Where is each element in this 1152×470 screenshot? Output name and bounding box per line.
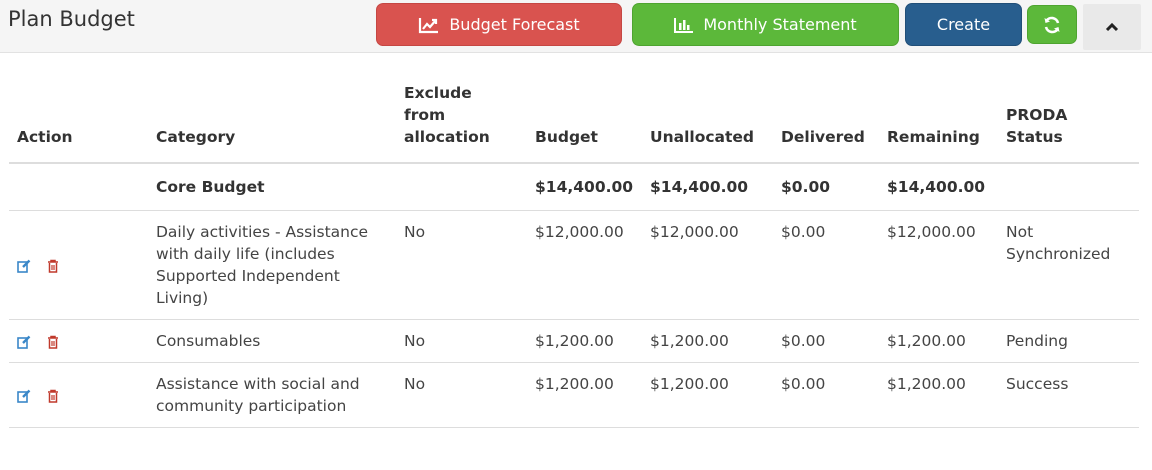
refresh-icon (1044, 16, 1060, 33)
row-unallocated: $1,200.00 (642, 362, 773, 428)
column-header-remaining: Remaining (879, 82, 998, 164)
table-row: Daily activities - Assistance with daily… (9, 210, 1139, 320)
column-header-unallocated: Unallocated (642, 82, 773, 164)
column-header-delivered: Delivered (773, 82, 879, 164)
collapse-button[interactable] (1083, 4, 1141, 50)
row-category: Assistance with social and community par… (148, 362, 396, 428)
page-title: Plan Budget (8, 7, 135, 31)
trash-icon[interactable] (47, 335, 59, 349)
core-budget: $14,400.00 (527, 163, 642, 211)
budget-forecast-label: Budget Forecast (449, 15, 580, 34)
row-budget: $1,200.00 (527, 319, 642, 363)
row-remaining: $1,200.00 (879, 362, 998, 428)
create-button[interactable]: Create (905, 3, 1022, 46)
column-header-proda-line: Status (1006, 128, 1063, 146)
row-delivered: $0.00 (773, 319, 879, 363)
row-status: Success (998, 362, 1139, 428)
monthly-statement-button[interactable]: Monthly Statement (632, 3, 899, 46)
bar-chart-icon (674, 17, 694, 33)
table-row-core-budget: Core Budget $14,400.00 $14,400.00 $0.00 … (9, 163, 1139, 211)
row-category-text: Consumables (156, 332, 261, 350)
row-budget: $1,200.00 (527, 362, 642, 428)
row-category: Daily activities - Assistance with daily… (148, 210, 396, 320)
column-header-exclude: Exclude from allocation (396, 82, 527, 164)
row-category-text: Assistance with social and community par… (156, 375, 360, 415)
row-exclude: No (396, 362, 527, 428)
column-header-proda-status: PRODA Status (998, 82, 1139, 164)
table-header-row: Action Category Exclude from allocation … (9, 82, 1139, 164)
monthly-statement-label: Monthly Statement (703, 15, 857, 34)
edit-icon[interactable] (17, 259, 31, 273)
column-header-exclude-line: from (404, 106, 446, 124)
core-status-cell (998, 163, 1139, 211)
row-remaining: $12,000.00 (879, 210, 998, 320)
trash-icon[interactable] (47, 259, 59, 273)
row-budget: $12,000.00 (527, 210, 642, 320)
refresh-button[interactable] (1027, 5, 1077, 44)
trash-icon[interactable] (47, 389, 59, 403)
chart-line-icon (419, 17, 439, 33)
column-header-budget: Budget (527, 82, 642, 164)
edit-icon[interactable] (17, 335, 31, 349)
chevron-up-icon (1105, 22, 1119, 32)
row-exclude: No (396, 319, 527, 363)
column-header-exclude-line: Exclude (404, 84, 472, 102)
table-row: Consumables No $1,200.00 $1,200.00 $0.00… (9, 319, 1139, 363)
core-remaining: $14,400.00 (879, 163, 998, 211)
edit-icon[interactable] (17, 389, 31, 403)
row-delivered: $0.00 (773, 210, 879, 320)
table-row: Assistance with social and community par… (9, 362, 1139, 428)
row-status: Not Synchronized (998, 210, 1139, 320)
budget-forecast-button[interactable]: Budget Forecast (376, 3, 622, 46)
row-category: Consumables (148, 319, 396, 363)
budget-table: Action Category Exclude from allocation … (9, 82, 1139, 428)
page-header: Plan Budget Budget Forecast Monthly Stat… (0, 0, 1152, 53)
row-actions (9, 319, 148, 363)
create-label: Create (936, 15, 991, 34)
column-header-action: Action (9, 82, 148, 164)
row-remaining: $1,200.00 (879, 319, 998, 363)
row-actions (9, 362, 148, 428)
column-header-category: Category (148, 82, 396, 164)
row-unallocated: $12,000.00 (642, 210, 773, 320)
column-header-proda-line: PRODA (1006, 106, 1068, 124)
row-actions (9, 210, 148, 320)
row-exclude: No (396, 210, 527, 320)
core-delivered: $0.00 (773, 163, 879, 211)
core-unallocated: $14,400.00 (642, 163, 773, 211)
core-category: Core Budget (148, 163, 396, 211)
core-exclude-cell (396, 163, 527, 211)
core-action-cell (9, 163, 148, 211)
row-category-text: Daily activities - Assistance with daily… (156, 223, 369, 307)
column-header-exclude-line: allocation (404, 128, 490, 146)
row-unallocated: $1,200.00 (642, 319, 773, 363)
row-delivered: $0.00 (773, 362, 879, 428)
row-status: Pending (998, 319, 1139, 363)
